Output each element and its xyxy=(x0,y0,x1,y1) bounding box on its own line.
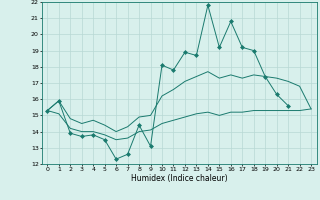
X-axis label: Humidex (Indice chaleur): Humidex (Indice chaleur) xyxy=(131,174,228,183)
